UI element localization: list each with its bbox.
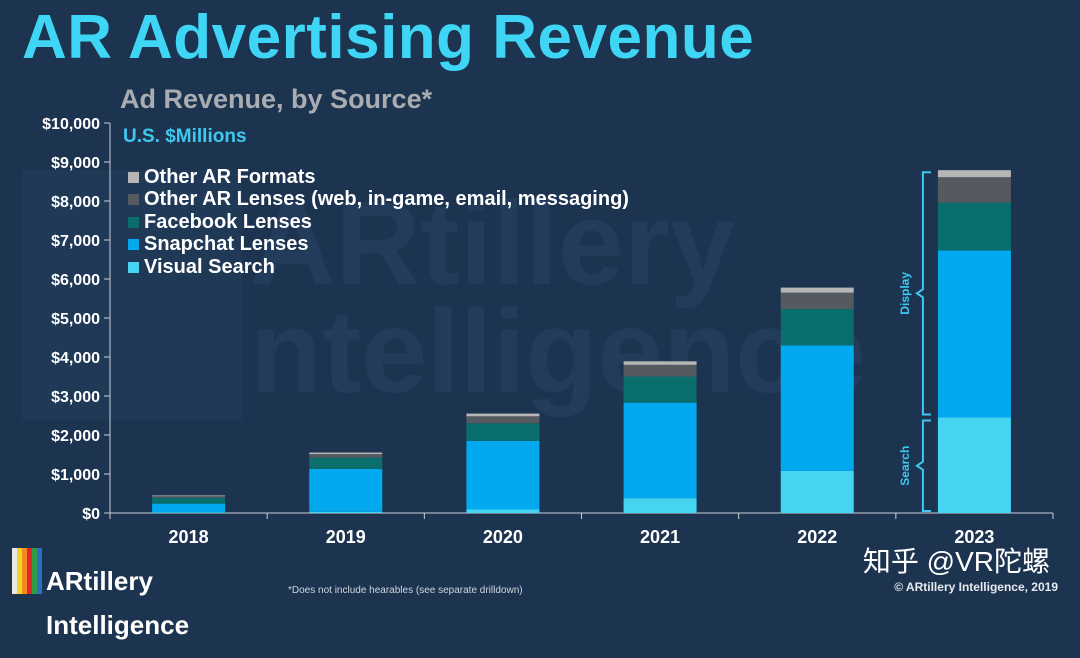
legend-label: Visual Search [144, 255, 275, 278]
bar-segment-visual-search-2020 [466, 509, 540, 513]
bar-segment-visual-search-2023 [937, 417, 1011, 513]
y-tick-label: $0 [82, 506, 100, 523]
legend-swatch [128, 171, 139, 183]
bar-segment-facebook-lenses-2020 [466, 423, 540, 441]
y-tick-label: $10,000 [42, 116, 100, 133]
legend-swatch [128, 216, 139, 228]
bar-segment-facebook-lenses-2023 [937, 202, 1011, 251]
chart-subtitle: Ad Revenue, by Source* [120, 84, 433, 114]
y-tick-label: $6,000 [51, 272, 100, 289]
watermark-line-1: ARtillery [250, 178, 736, 310]
legend-label: Facebook Lenses [144, 210, 312, 233]
y-tick-label: $9,000 [51, 155, 100, 172]
x-tick-label: 2020 [483, 527, 523, 547]
y-tick-label: $3,000 [51, 389, 100, 406]
rainbow-stripes-icon [12, 548, 42, 594]
legend-label: Other AR Formats [144, 165, 316, 188]
x-tick-label: 2018 [169, 527, 209, 547]
bar-segment-visual-search-2022 [780, 470, 854, 513]
legend-label: Other AR Lenses (web, in-game, email, me… [144, 188, 629, 211]
bar-segment-other-ar-formats-2020 [466, 413, 540, 417]
slide: ARtillery ntelligence AR Advertising Rev… [12, 3, 1058, 638]
legend-swatch [128, 261, 139, 273]
bar-segment-snapchat-lenses-2021 [623, 402, 697, 499]
bar-segment-other-ar-lenses-web-in-game-email-messaging-2018 [152, 496, 226, 498]
bar-segment-snapchat-lenses-2020 [466, 440, 540, 510]
y-tick-label: $5,000 [51, 311, 100, 328]
x-tick-label: 2021 [640, 527, 680, 547]
page-title: AR Advertising Revenue [22, 3, 755, 72]
bar-segment-other-ar-lenses-web-in-game-email-messaging-2021 [623, 364, 697, 377]
legend-swatch [128, 194, 139, 206]
bar-segment-other-ar-lenses-web-in-game-email-messaging-2022 [780, 292, 854, 310]
bar-segment-other-ar-formats-2023 [937, 170, 1011, 178]
display-bracket [915, 171, 931, 416]
watermark-line-2: ntelligence [250, 286, 867, 418]
bar-segment-other-ar-lenses-web-in-game-email-messaging-2023 [937, 177, 1011, 203]
x-tick-label: 2023 [954, 527, 994, 547]
legend-item-other-ar-formats: Other AR Formats [128, 166, 629, 189]
legend-swatch [128, 239, 139, 251]
legend-item-facebook-lenses: Facebook Lenses [128, 211, 629, 234]
footnote: *Does not include hearables (see separat… [288, 585, 523, 596]
bar-segment-visual-search-2019 [309, 511, 383, 513]
units-label: U.S. $Millions [123, 126, 247, 147]
y-tick-label: $4,000 [51, 350, 100, 367]
bar-segment-visual-search-2021 [623, 498, 697, 513]
copyright: © ARtillery Intelligence, 2019 [894, 580, 1058, 594]
display-bracket-label: Display [898, 272, 912, 315]
watermark-logo-block [22, 170, 242, 420]
bar-segment-other-ar-formats-2022 [780, 287, 854, 293]
legend-item-snapchat-lenses: Snapchat Lenses [128, 233, 629, 257]
bar-segment-other-ar-lenses-web-in-game-email-messaging-2019 [309, 454, 383, 458]
bar-segment-other-ar-formats-2019 [309, 452, 383, 455]
bar-segment-facebook-lenses-2019 [309, 457, 383, 469]
search-bracket-label: Search [898, 446, 912, 486]
y-tick-label: $7,000 [51, 233, 100, 250]
chart-legend: Other AR Formats Other AR Lenses (web, i… [128, 166, 629, 279]
legend-item-visual-search: Visual Search [128, 256, 629, 279]
background-watermark: ARtillery ntelligence [250, 178, 867, 418]
bar-segment-visual-search-2018 [152, 512, 226, 513]
overlay-watermark: 知乎 @VR陀螺 [862, 546, 1050, 577]
bar-segment-facebook-lenses-2021 [623, 376, 697, 403]
brand-line-1: ARtillery [46, 566, 153, 596]
bar-segment-other-ar-formats-2018 [152, 495, 226, 497]
bar-segment-snapchat-lenses-2019 [309, 468, 383, 512]
brand-line-2: Intelligence [46, 610, 190, 640]
bar-segment-facebook-lenses-2022 [780, 309, 854, 346]
bar-segment-other-ar-formats-2021 [623, 361, 697, 365]
bar-segment-other-ar-lenses-web-in-game-email-messaging-2020 [466, 416, 540, 424]
bar-segment-snapchat-lenses-2018 [152, 503, 226, 513]
legend-item-other-ar-lenses: Other AR Lenses (web, in-game, email, me… [128, 188, 629, 212]
bar-segment-facebook-lenses-2018 [152, 497, 226, 504]
search-bracket [915, 419, 931, 512]
y-tick-label: $2,000 [51, 428, 100, 445]
brand-logo: ARtillery Intelligence [12, 548, 189, 658]
y-tick-label: $1,000 [51, 467, 100, 484]
x-tick-label: 2022 [797, 527, 837, 547]
bar-segment-snapchat-lenses-2022 [780, 345, 854, 471]
stacked-bar-chart: $0 $1,000 $2,000 $3,000 $4,000 $5,000 $6,000 $7… [42, 116, 1054, 547]
y-tick-label: $8,000 [51, 194, 100, 211]
bar-segment-snapchat-lenses-2023 [937, 250, 1011, 418]
brand-name: ARtillery Intelligence [46, 548, 189, 658]
x-tick-label: 2019 [326, 527, 366, 547]
legend-label: Snapchat Lenses [144, 233, 309, 256]
